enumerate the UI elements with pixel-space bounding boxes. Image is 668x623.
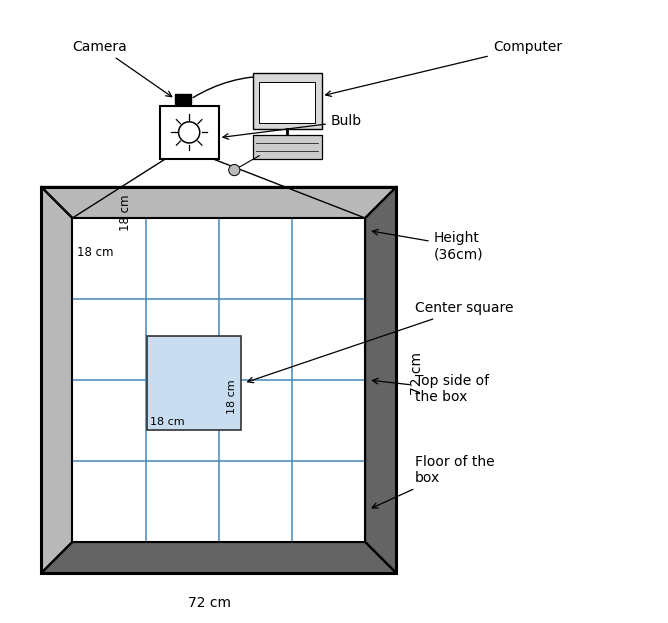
Text: Height
(36cm): Height (36cm) (372, 229, 484, 261)
Circle shape (228, 164, 240, 176)
Polygon shape (41, 542, 396, 573)
Text: Camera: Camera (72, 40, 172, 97)
Text: 18 cm: 18 cm (150, 417, 185, 427)
Text: 18 cm: 18 cm (227, 380, 237, 414)
Bar (253, 135, 321, 159)
Polygon shape (41, 187, 72, 573)
Polygon shape (41, 187, 396, 218)
Polygon shape (365, 187, 396, 573)
Text: 18 cm: 18 cm (77, 246, 114, 259)
Text: Center square: Center square (248, 302, 514, 383)
Text: 72 cm: 72 cm (188, 596, 231, 610)
Text: 72 cm: 72 cm (410, 352, 424, 396)
Bar (259, 82, 315, 123)
Text: 18 cm: 18 cm (119, 194, 132, 231)
Text: Bulb: Bulb (223, 115, 362, 139)
Circle shape (178, 121, 200, 143)
Text: Floor of the
box: Floor of the box (372, 455, 494, 508)
Bar (175, 94, 190, 104)
Bar (253, 73, 321, 129)
Bar (147, 336, 240, 430)
Polygon shape (72, 218, 365, 542)
Text: Computer: Computer (325, 40, 562, 97)
Bar (160, 106, 218, 159)
Text: Top side of
the box: Top side of the box (373, 374, 489, 404)
